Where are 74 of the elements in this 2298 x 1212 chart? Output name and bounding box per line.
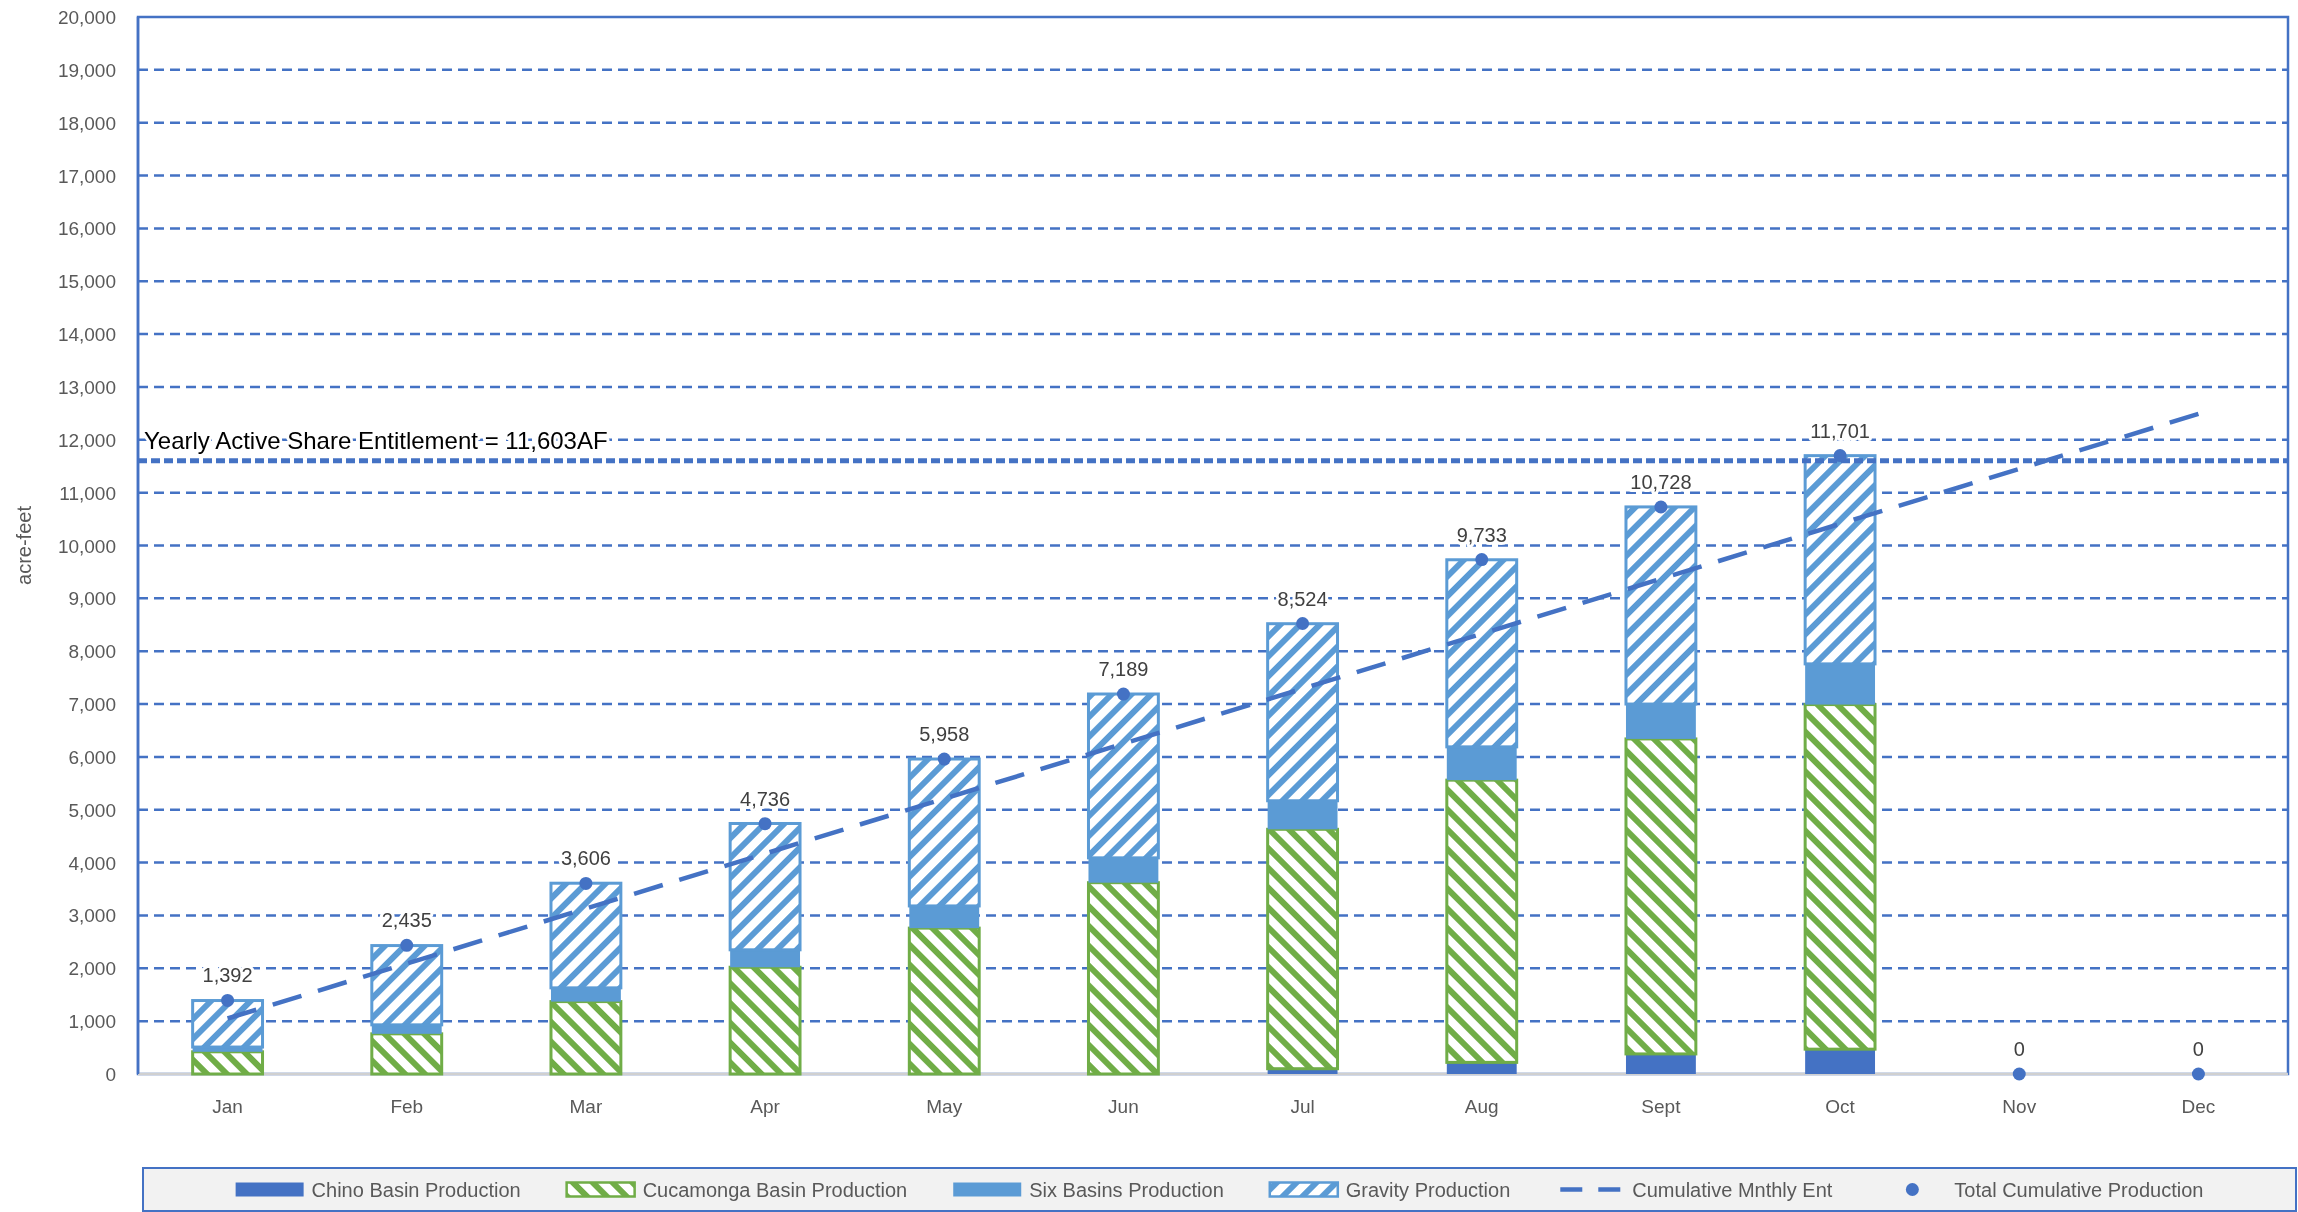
y-tick-label: 6,000 <box>68 746 116 768</box>
bar <box>1624 737 1698 1056</box>
y-tick-label: 1,000 <box>68 1010 116 1032</box>
y-tick-label: 8,000 <box>68 640 116 662</box>
legend-label: Six Basins Production <box>1029 1178 1224 1201</box>
data-label: 4,736 <box>740 787 791 810</box>
bar <box>1086 881 1160 1076</box>
x-tick-label: Nov <box>2002 1095 2037 1117</box>
y-tick-label: 18,000 <box>57 112 116 134</box>
x-tick-label: Feb <box>390 1095 424 1117</box>
bar <box>191 1050 265 1076</box>
bar <box>1625 1053 1696 1074</box>
bar <box>370 1032 444 1076</box>
point <box>1296 617 1310 631</box>
bar <box>1266 827 1340 1071</box>
y-tick-label: 2,000 <box>68 957 116 979</box>
point <box>2012 1067 2026 1081</box>
point <box>2191 1067 2205 1081</box>
data-label: 9,733 <box>1456 523 1507 546</box>
y-tick-label: 16,000 <box>57 217 116 239</box>
bar <box>549 1000 623 1076</box>
x-tick-label: Oct <box>1825 1095 1856 1117</box>
data-label: 11,701 <box>1810 419 1870 442</box>
legend-label: Cumulative Mnthly Ent <box>1632 1178 1833 1201</box>
x-tick-label: Aug <box>1464 1095 1499 1117</box>
bar <box>1445 778 1519 1064</box>
y-tick-label: 11,000 <box>59 482 116 504</box>
x-tick-label: Mar <box>569 1095 603 1117</box>
y-tick-label: 9,000 <box>68 587 116 609</box>
point <box>1475 553 1489 567</box>
bar <box>191 999 265 1049</box>
point <box>937 752 951 766</box>
data-label: 5,958 <box>919 723 970 746</box>
legend-label: Chino Basin Production <box>311 1178 521 1201</box>
bar <box>1805 1049 1876 1074</box>
y-tick-label: 12,000 <box>57 429 116 451</box>
data-label: 1,392 <box>202 964 253 987</box>
y-tick-label: 14,000 <box>57 323 116 345</box>
point <box>400 938 414 952</box>
y-tick-label: 10,000 <box>57 535 116 556</box>
legend-label: Cucamonga Basin Production <box>642 1178 908 1201</box>
y-tick-label: 20,000 <box>57 6 116 28</box>
bar <box>1803 703 1877 1051</box>
x-tick-label: Dec <box>2181 1095 2216 1117</box>
x-tick-label: Jan <box>212 1095 243 1117</box>
y-tick-label: 7,000 <box>68 693 116 715</box>
y-tick-label: 4,000 <box>68 852 116 874</box>
x-tick-label: Jun <box>1108 1095 1139 1117</box>
point <box>1654 500 1668 514</box>
point <box>1116 687 1130 701</box>
point <box>579 876 593 890</box>
data-label: 0 <box>2013 1038 2025 1060</box>
x-tick-label: Sept <box>1641 1095 1682 1117</box>
y-tick-label: 17,000 <box>57 165 116 187</box>
x-tick-label: Jul <box>1290 1095 1315 1117</box>
data-label: 10,728 <box>1630 471 1692 494</box>
y-tick-label: 0 <box>105 1063 116 1085</box>
y-tick-label: 15,000 <box>57 270 116 292</box>
y-tick-label: 3,000 <box>68 904 116 926</box>
y-tick-label: 19,000 <box>57 59 116 81</box>
legend-label: Total Cumulative Production <box>1954 1178 2204 1201</box>
bar <box>907 926 981 1076</box>
y-axis-title: acre-feet <box>13 505 35 585</box>
x-tick-label: May <box>926 1095 963 1117</box>
bar <box>728 965 802 1076</box>
x-tick-label: Apr <box>750 1095 781 1117</box>
data-label: 0 <box>2192 1038 2204 1060</box>
point <box>221 993 235 1007</box>
legend-label: Gravity Production <box>1345 1178 1511 1201</box>
y-tick-label: 5,000 <box>68 799 116 821</box>
y-tick-label: 13,000 <box>57 376 116 398</box>
data-label: 7,189 <box>1098 658 1149 681</box>
point <box>758 817 772 831</box>
point <box>1833 449 1847 463</box>
